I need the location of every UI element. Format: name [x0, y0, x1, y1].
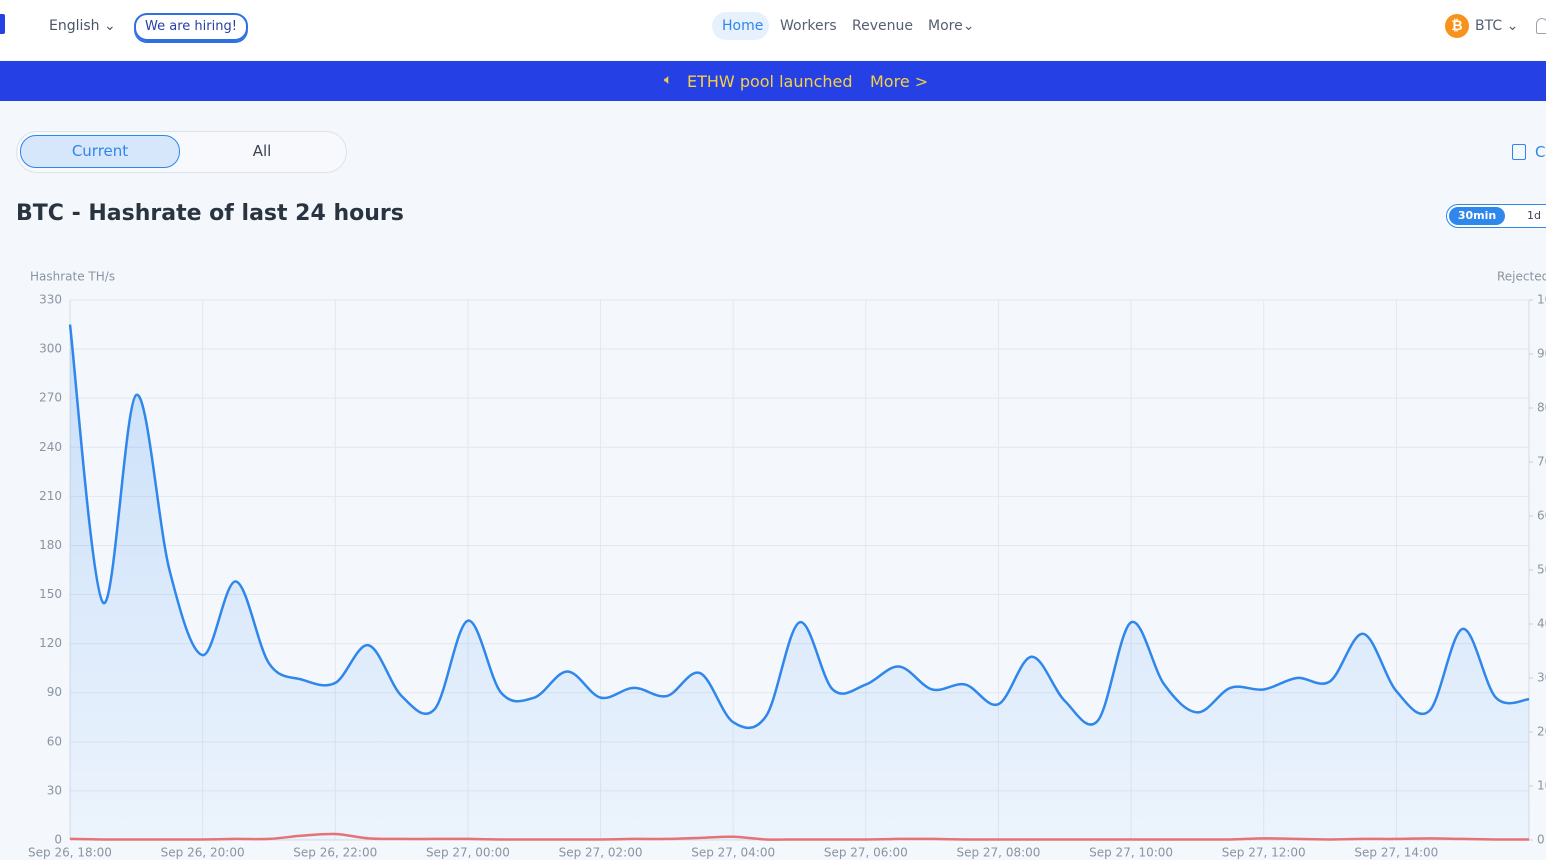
y-tick-label: 300 [39, 342, 62, 356]
y-axis-label: Hashrate TH/s [30, 270, 115, 284]
x-tick-label: Sep 27, 06:00 [824, 846, 908, 860]
coin-select[interactable]: BTC ⌄ [1475, 18, 1519, 34]
interval-30min[interactable]: 30min [1449, 207, 1505, 225]
banner-text: ETHW pool launched [687, 72, 853, 91]
nav-active-pill [712, 12, 769, 40]
nav-item[interactable]: Workers [780, 18, 837, 34]
y2-tick-label: 50 [1537, 563, 1546, 577]
x-tick-label: Sep 27, 14:00 [1354, 846, 1438, 860]
area [70, 324, 1529, 841]
y2-axis-label: Rejected [1497, 270, 1546, 284]
header: English ⌄ We are hiring! Home Workers Re… [0, 0, 1546, 60]
hiring-button[interactable]: We are hiring! [134, 13, 248, 41]
x-tick-label: Sep 26, 22:00 [293, 846, 377, 860]
coin-text: BTC [1475, 18, 1503, 34]
x-tick-label: Sep 27, 08:00 [956, 846, 1040, 860]
line [69, 832, 1530, 841]
x-tick-label: Sep 27, 00:00 [426, 846, 510, 860]
y-tick-label: 150 [39, 587, 62, 601]
nav-text: More [928, 18, 963, 34]
y-tick-label: 330 [39, 293, 62, 307]
y-tick-label: 210 [39, 489, 62, 503]
y2-tick-label: 70 [1537, 455, 1546, 469]
y-tick-label: 0 [54, 833, 62, 847]
x-tick-label: Sep 26, 20:00 [161, 846, 245, 860]
y-tick-label: 240 [39, 440, 62, 454]
line [68, 324, 1530, 730]
y-tick-label: 60 [47, 734, 62, 748]
banner: 🔈︎ ETHW pool launched More > [0, 61, 1546, 101]
y-tick-label: 180 [39, 538, 62, 552]
y2-tick-label: 20 [1537, 725, 1546, 739]
banner-link[interactable]: More > [870, 72, 929, 91]
y2-tick-label: 10 [1537, 779, 1546, 793]
user-icon[interactable] [1536, 18, 1546, 34]
language[interactable]: English ⌄ [49, 18, 116, 34]
y-tick-label: 90 [47, 685, 62, 699]
y2-tick-label: 100 [1537, 293, 1546, 307]
interval-1d[interactable]: 1d [1527, 209, 1541, 222]
y-tick-label: 270 [39, 391, 62, 405]
y-tick-label: 30 [47, 783, 62, 797]
x-tick-label: Sep 27, 12:00 [1222, 846, 1306, 860]
y2-tick-label: 0 [1537, 833, 1545, 847]
y2-tick-label: 30 [1537, 671, 1546, 685]
x-tick-label: Sep 26, 18:00 [28, 846, 112, 860]
x-tick-label: Sep 27, 10:00 [1089, 846, 1173, 860]
x-tick-label: Sep 27, 04:00 [691, 846, 775, 860]
nav-item[interactable]: Revenue [852, 18, 913, 34]
y-tick-label: 120 [39, 636, 62, 650]
tab-current[interactable]: Current [20, 135, 180, 168]
language-text: English [49, 18, 100, 34]
btc-icon: ₿ [1445, 14, 1469, 38]
nav-item[interactable]: More⌄ [928, 18, 975, 34]
y2-tick-label: 80 [1537, 401, 1546, 415]
tab-all[interactable]: All [252, 142, 272, 160]
chart-title: BTC - Hashrate of last 24 hours [16, 201, 404, 226]
y2-tick-label: 60 [1537, 509, 1546, 523]
nav-item[interactable]: Home [722, 18, 764, 34]
speaker-icon: 🔈︎ [664, 72, 673, 88]
y2-tick-label: 40 [1537, 617, 1546, 631]
calculator-icon[interactable] [1512, 144, 1526, 160]
logo[interactable] [0, 14, 5, 34]
chart: Hashrate TH/s Rejected 0 30 60 90 120 150 180 2… [28, 270, 1546, 860]
calculator-link[interactable]: C [1535, 143, 1546, 161]
x-tick-label: Sep 27, 02:00 [559, 846, 643, 860]
y2-tick-label: 90 [1537, 347, 1546, 361]
